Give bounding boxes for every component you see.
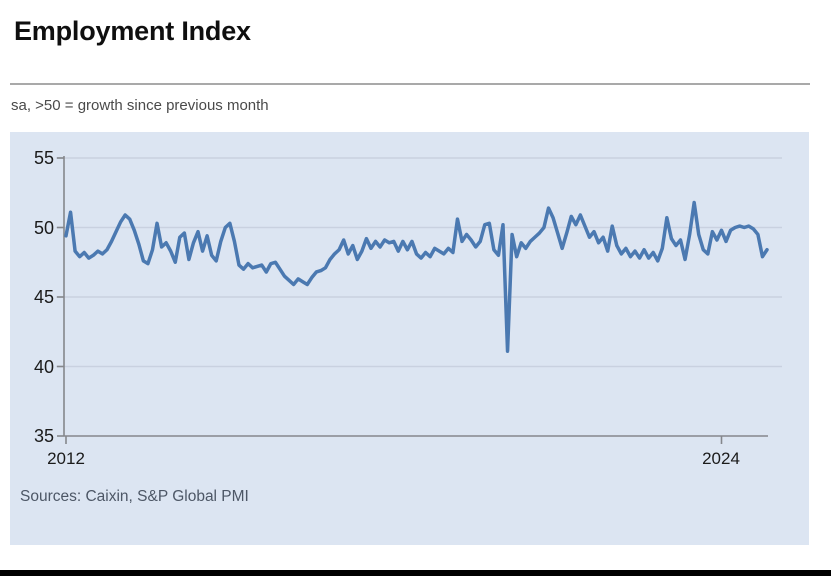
page-title: Employment Index <box>14 16 251 46</box>
y-axis-label-45: 45 <box>33 287 54 307</box>
y-axis-label-35: 35 <box>33 426 54 446</box>
chart-panel: 55 50 45 40 35 2012 2024 Sources: Caixin… <box>10 132 809 545</box>
sources-note: Sources: Caixin, S&P Global PMI <box>20 488 249 505</box>
chart-subtitle: sa, >50 = growth since previous month <box>11 97 269 114</box>
y-axis-label-40: 40 <box>33 356 54 377</box>
header-divider <box>10 83 810 85</box>
employment-chart <box>56 156 782 444</box>
x-axis-label-2012: 2012 <box>47 449 85 468</box>
y-axis-label-50: 50 <box>33 217 54 238</box>
y-axis-label-55: 55 <box>33 148 54 168</box>
x-axis-label-2024: 2024 <box>702 449 740 468</box>
employment-line <box>64 200 769 353</box>
bottom-border-bar <box>0 570 831 576</box>
